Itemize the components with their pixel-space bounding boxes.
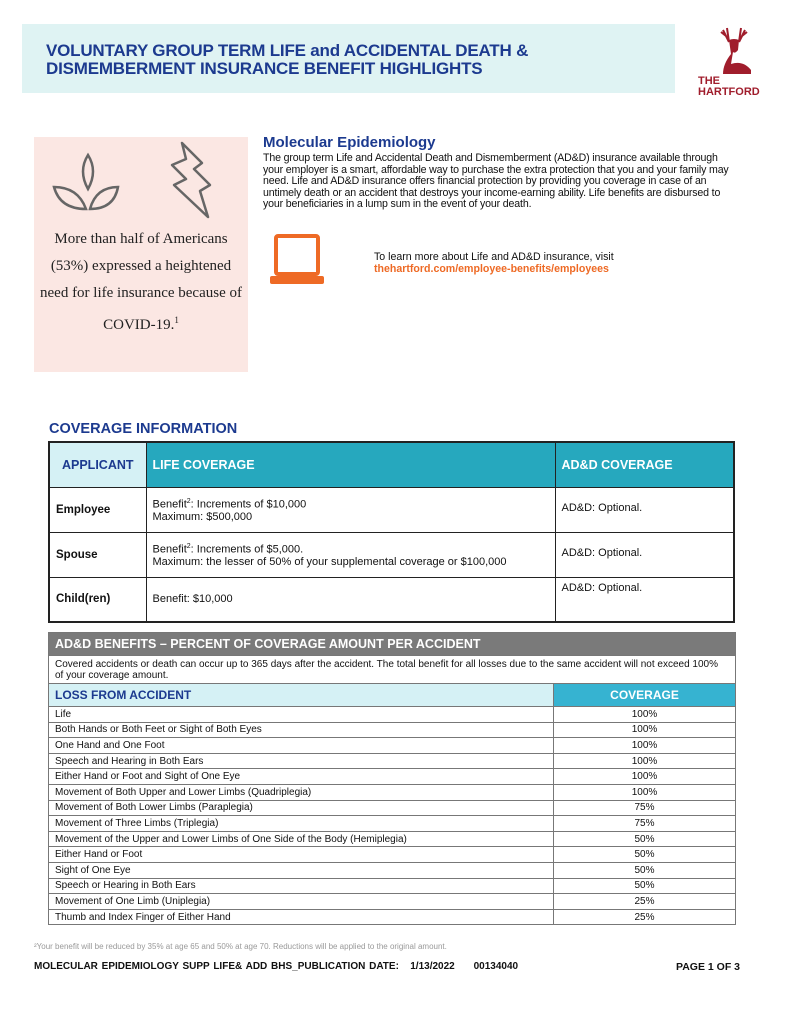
loss-cell: Movement of Both Upper and Lower Limbs (…	[48, 783, 554, 801]
life-cell: Benefit2: Increments of $5,000. Maximum: …	[145, 531, 556, 578]
loss-cell: Movement of the Upper and Lower Limbs of…	[48, 830, 554, 848]
coverage-header-row: APPLICANT LIFE COVERAGE AD&D COVERAGE	[48, 441, 735, 488]
table-row: Movement of Three Limbs (Triplegia) 75%	[48, 815, 736, 832]
coverage-cell: 100%	[553, 783, 736, 801]
add-benefits-description: Covered accidents or death can occur up …	[48, 655, 736, 684]
footnote: ²Your benefit will be reduced by 35% at …	[34, 942, 447, 951]
table-row: Either Hand or Foot and Sight of One Eye…	[48, 768, 736, 785]
table-row: Spouse Benefit2: Increments of $5,000. Ma…	[48, 531, 735, 578]
applicant-cell: Employee	[48, 486, 147, 533]
table-row: Movement of the Upper and Lower Limbs of…	[48, 830, 736, 848]
table-row: Employee Benefit2: Increments of $10,000…	[48, 486, 735, 533]
add-cell: AD&D: Optional.	[554, 531, 735, 578]
coverage-cell: 100%	[553, 768, 736, 785]
table-row: One Hand and One Foot 100%	[48, 737, 736, 754]
coverage-title: COVERAGE INFORMATION	[49, 421, 238, 437]
coverage-cell: 25%	[553, 893, 736, 910]
loss-cell: One Hand and One Foot	[48, 737, 554, 754]
coverage-cell: 75%	[553, 815, 736, 832]
coverage-cell: 100%	[553, 706, 736, 723]
add-cell: AD&D: Optional.	[554, 486, 735, 533]
header-banner	[22, 24, 675, 93]
table-row: Speech and Hearing in Both Ears 100%	[48, 752, 736, 770]
table-row: Sight of One Eye 50%	[48, 861, 736, 879]
publication-info: MOLECULAR EPIDEMIOLOGY SUPP LIFE& ADD BH…	[34, 961, 519, 972]
logo-text-the: THE	[698, 75, 720, 87]
title-line-1: VOLUNTARY GROUP TERM LIFE and ACCIDENTAL…	[46, 41, 529, 60]
logo-text-hartford: HARTFORD	[698, 86, 760, 96]
table-row: Either Hand or Foot 50%	[48, 846, 736, 863]
coverage-cell: 50%	[553, 877, 736, 895]
intro-paragraph: The group term Life and Accidental Death…	[263, 152, 729, 211]
coverage-cell: 50%	[553, 830, 736, 848]
applicant-cell: Spouse	[48, 531, 147, 578]
loss-cell: Either Hand or Foot	[48, 846, 554, 863]
applicant-cell: Child(ren)	[48, 576, 147, 623]
header-loss: LOSS FROM ACCIDENT	[48, 683, 554, 707]
table-row: Thumb and Index Finger of Either Hand 25%	[48, 908, 736, 926]
loss-cell: Either Hand or Foot and Sight of One Eye	[48, 768, 554, 785]
laptop-icon	[270, 234, 324, 284]
coverage-table: APPLICANT LIFE COVERAGE AD&D COVERAGE Em…	[48, 441, 735, 623]
header-applicant: APPLICANT	[48, 441, 147, 488]
life-cell: Benefit2: Increments of $10,000 Maximum: …	[145, 486, 556, 533]
header-coverage: COVERAGE	[553, 683, 736, 707]
table-row: Movement of Both Lower Limbs (Paraplegia…	[48, 799, 736, 817]
loss-cell: Speech and Hearing in Both Ears	[48, 752, 554, 770]
document-title: VOLUNTARY GROUP TERM LIFE and ACCIDENTAL…	[46, 42, 528, 78]
add-cell: AD&D: Optional.	[554, 576, 735, 623]
coverage-cell: 50%	[553, 861, 736, 879]
loss-cell: Both Hands or Both Feet or Sight of Both…	[48, 721, 554, 739]
add-benefits-table: AD&D BENEFITS – PERCENT OF COVERAGE AMOU…	[48, 632, 736, 926]
lightning-icon	[170, 141, 212, 219]
table-row: Both Hands or Both Feet or Sight of Both…	[48, 721, 736, 739]
covid-stat: More than half of Americans (53%) expres…	[40, 231, 242, 333]
add-benefits-title: AD&D BENEFITS – PERCENT OF COVERAGE AMOU…	[48, 632, 736, 656]
header-add-coverage: AD&D COVERAGE	[554, 441, 735, 488]
coverage-cell: 100%	[553, 721, 736, 739]
coverage-cell: 75%	[553, 799, 736, 817]
life-cell: Benefit: $10,000	[145, 576, 556, 623]
stat-panel	[34, 137, 248, 372]
leaf-sprout-icon	[52, 152, 120, 211]
hartford-stag-logo: THE HARTFORD	[698, 27, 760, 96]
loss-cell: Sight of One Eye	[48, 861, 554, 879]
coverage-cell: 100%	[553, 737, 736, 754]
learn-more: To learn more about Life and AD&D insura…	[374, 251, 614, 275]
loss-cell: Life	[48, 706, 554, 723]
loss-cell: Speech or Hearing in Both Ears	[48, 877, 554, 895]
title-line-2: DISMEMBERMENT INSURANCE BENEFIT HIGHLIGH…	[46, 59, 483, 78]
loss-cell: Movement of Both Lower Limbs (Paraplegia…	[48, 799, 554, 817]
header-life-coverage: LIFE COVERAGE	[145, 441, 556, 488]
loss-cell: Movement of Three Limbs (Triplegia)	[48, 815, 554, 832]
table-row: Movement of One Limb (Uniplegia) 25%	[48, 893, 736, 910]
page-number: PAGE 1 OF 3	[676, 961, 740, 973]
hartford-link[interactable]: thehartford.com/employee-benefits/employ…	[374, 263, 609, 275]
table-row: Speech or Hearing in Both Ears 50%	[48, 877, 736, 895]
coverage-cell: 50%	[553, 846, 736, 863]
coverage-cell: 25%	[553, 908, 736, 926]
table-row: Child(ren) Benefit: $10,000 AD&D: Option…	[48, 576, 735, 623]
table-row: Life 100%	[48, 706, 736, 723]
table-row: Movement of Both Upper and Lower Limbs (…	[48, 783, 736, 801]
section-title: Molecular Epidemiology	[263, 134, 436, 151]
coverage-cell: 100%	[553, 752, 736, 770]
learn-more-text: To learn more about Life and AD&D insura…	[374, 251, 614, 263]
loss-cell: Thumb and Index Finger of Either Hand	[48, 908, 554, 926]
loss-cell: Movement of One Limb (Uniplegia)	[48, 893, 554, 910]
